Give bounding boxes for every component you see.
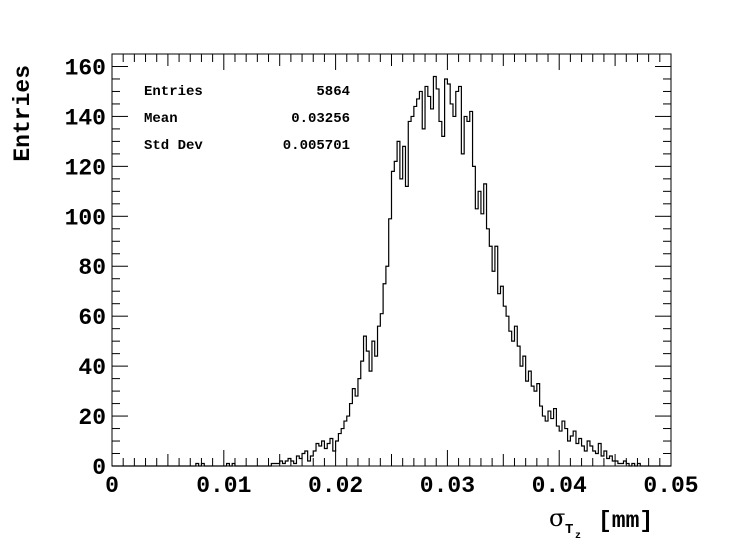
y-tick-label: 60 <box>78 305 106 331</box>
stats-mean-value: 0.03256 <box>291 111 350 127</box>
x-axis-title: σ T z [mm] <box>549 504 653 542</box>
stats-mean-label: Mean <box>144 111 178 127</box>
stats-stddev-label: Std Dev <box>144 138 203 154</box>
x-tick-label: 0.02 <box>308 473 363 499</box>
stats-entries-value: 5864 <box>316 84 350 100</box>
x-tick-label: 0.05 <box>643 473 698 499</box>
x-tick-label: 0 <box>105 473 119 499</box>
x-axis-title-subsubscript: z <box>575 531 581 542</box>
stats-stddev-value: 0.005701 <box>283 138 350 154</box>
x-axis-title-subscript: T <box>565 522 573 538</box>
histogram-outline <box>112 75 671 467</box>
x-axis-title-symbol: σ <box>549 504 565 532</box>
y-tick-label: 140 <box>65 105 106 131</box>
x-tick-label: 0.01 <box>196 473 251 499</box>
y-tick-label: 40 <box>78 355 106 381</box>
y-tick-label: 120 <box>65 155 106 181</box>
x-tick-label: 0.04 <box>532 473 587 499</box>
y-tick-label: 0 <box>92 455 106 481</box>
y-tick-label: 80 <box>78 255 106 281</box>
y-axis-title: Entries <box>10 65 36 162</box>
x-tick-label: 0.03 <box>420 473 475 499</box>
plot-frame <box>111 53 672 467</box>
x-axis-title-unit: [mm] <box>598 508 653 534</box>
y-tick-label: 20 <box>78 405 106 431</box>
y-tick-label: 160 <box>65 55 106 81</box>
stats-entries-label: Entries <box>144 84 203 100</box>
y-tick-label: 100 <box>65 205 106 231</box>
y-axis-ticks: 0 20 40 60 80 100 120 140 160 <box>65 53 671 481</box>
stats-box: Entries 5864 Mean 0.03256 Std Dev 0.0057… <box>144 84 350 154</box>
x-axis-ticks: 0 0.01 0.02 0.03 0.04 0.05 <box>105 54 699 499</box>
